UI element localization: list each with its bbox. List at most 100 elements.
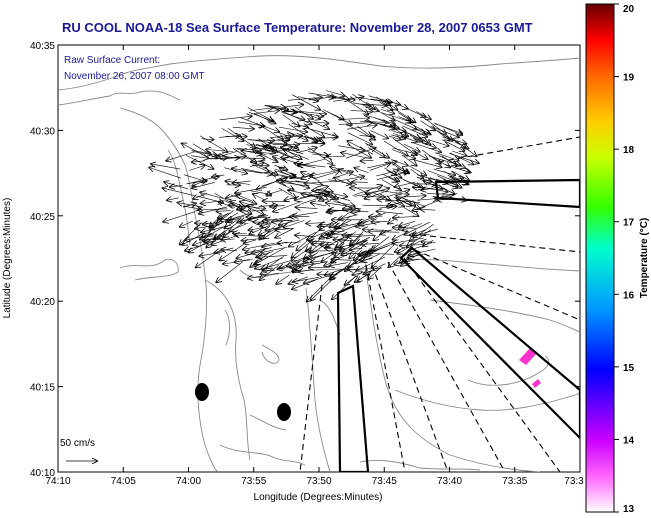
figure-title: RU COOL NOAA-18 Sea Surface Temperature:… <box>62 20 533 35</box>
current-vector <box>299 269 314 272</box>
current-vector <box>451 150 467 156</box>
current-vector <box>295 264 308 270</box>
current-vector <box>430 125 450 140</box>
y-tick-label: 40:25 <box>30 212 55 223</box>
bathymetry-contours <box>58 55 580 472</box>
current-vector <box>339 220 369 227</box>
current-vector <box>407 121 431 134</box>
current-vector <box>250 108 272 111</box>
current-vector <box>266 189 283 195</box>
colorbar <box>585 3 615 513</box>
current-vector <box>338 145 364 151</box>
current-vector <box>306 121 328 123</box>
current-vector <box>410 169 423 178</box>
map-content <box>58 55 580 472</box>
current-vector <box>312 190 326 191</box>
current-vector <box>433 168 456 175</box>
y-axis-label: Latitude (Degrees:Minutes) <box>2 198 13 319</box>
current-vector <box>200 232 212 239</box>
colorbar-tick-label: 13 <box>623 504 635 515</box>
current-vector <box>410 141 441 152</box>
current-vector <box>325 248 348 250</box>
current-vector <box>232 168 263 174</box>
current-vector <box>421 242 436 243</box>
current-vector <box>292 279 318 289</box>
current-vector <box>261 216 291 226</box>
current-vector <box>366 190 385 193</box>
current-vector <box>167 198 179 201</box>
current-vector <box>333 201 355 207</box>
current-vector <box>198 209 228 210</box>
colorbar-tick-label: 17 <box>623 218 635 229</box>
current-vector <box>192 179 208 186</box>
current-vector <box>164 182 189 190</box>
current-vector <box>308 92 336 98</box>
current-vector <box>421 187 439 190</box>
current-vector <box>359 135 375 136</box>
current-vector <box>444 164 469 172</box>
current-vector <box>234 148 262 155</box>
current-vector <box>200 192 224 199</box>
current-vector <box>220 244 244 261</box>
current-vector <box>391 149 415 159</box>
current-vector <box>379 206 396 208</box>
colorbar-ticks: 20 19 18 17 16 15 14 13 <box>614 3 635 515</box>
current-vector <box>357 126 371 136</box>
current-vector <box>263 201 288 202</box>
current-vector <box>361 160 374 161</box>
current-vector <box>259 229 270 235</box>
scale-vector-label: 50 cm/s <box>60 438 95 449</box>
current-vector <box>231 201 246 208</box>
current-vector <box>293 212 318 216</box>
current-vector <box>413 229 426 235</box>
colorbar-label: Temperature (°C) <box>639 218 650 299</box>
current-vector <box>257 255 288 257</box>
current-vector <box>372 243 396 268</box>
current-vector <box>243 242 276 250</box>
current-vector <box>214 193 243 209</box>
y-tick-label: 40:10 <box>30 468 55 479</box>
current-vector <box>323 109 352 125</box>
current-vector <box>382 173 398 182</box>
current-vector <box>416 111 431 120</box>
current-vector <box>347 132 372 145</box>
current-vector <box>201 201 223 204</box>
current-vector <box>219 135 240 137</box>
current-vector <box>282 114 300 127</box>
current-vector <box>399 224 410 230</box>
x-tick-label: 74:00 <box>176 476 201 487</box>
current-vector <box>435 152 459 161</box>
current-vector <box>376 170 398 177</box>
current-vector <box>276 274 290 284</box>
current-vector <box>354 250 365 260</box>
current-vector <box>275 228 294 238</box>
current-vector <box>416 134 430 145</box>
current-vector <box>363 230 391 231</box>
current-vector <box>311 260 325 262</box>
buoy-marker-west <box>195 383 209 401</box>
colorbar-tick-label: 14 <box>623 435 635 446</box>
current-vector <box>362 205 393 206</box>
current-vector <box>163 188 195 196</box>
current-vector <box>398 116 414 123</box>
current-vector <box>348 249 378 267</box>
current-vector <box>403 143 420 152</box>
current-vector <box>310 240 324 252</box>
y-tick-label: 40:30 <box>30 126 55 137</box>
current-vector <box>216 211 231 212</box>
current-vector <box>354 168 369 173</box>
current-vector <box>330 263 348 266</box>
current-vector <box>264 105 285 107</box>
current-vector <box>381 109 394 113</box>
current-vector <box>206 150 234 152</box>
colorbar-tick-label: 20 <box>623 4 635 15</box>
colorbar-tick-label: 16 <box>623 290 635 301</box>
x-tick-label: 73:50 <box>306 476 331 487</box>
current-vector <box>435 178 458 185</box>
buoy-marker-east <box>277 403 291 421</box>
current-vector <box>212 175 225 177</box>
colorbar-tick-label: 15 <box>623 363 635 374</box>
current-vector <box>404 221 430 235</box>
current-vector <box>214 158 228 160</box>
current-vector <box>249 215 269 220</box>
